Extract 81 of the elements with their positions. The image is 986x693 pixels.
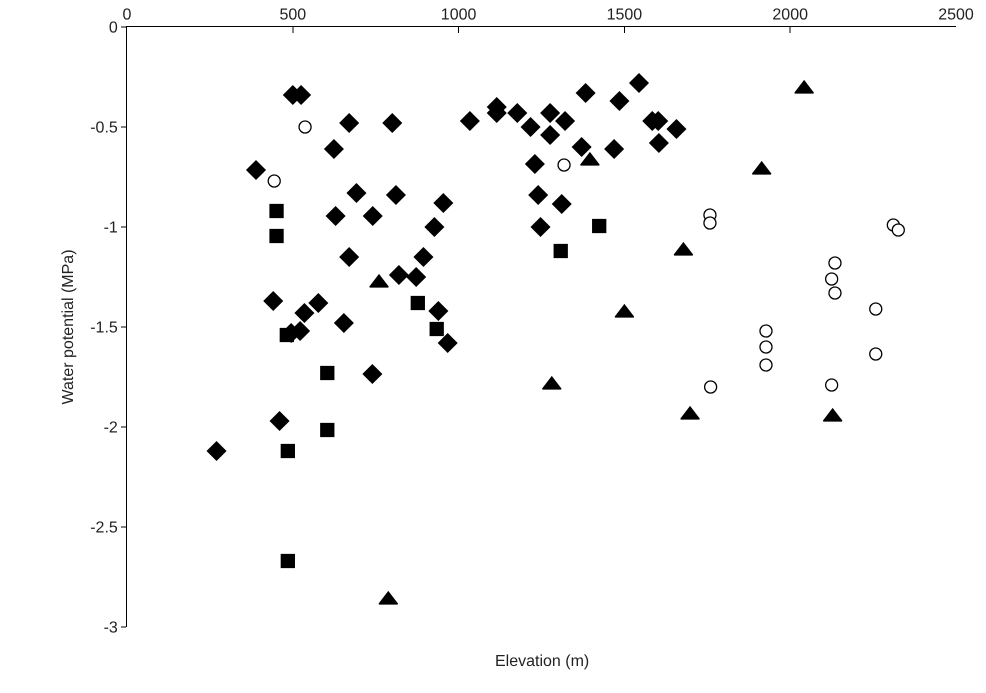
point [704,380,718,394]
point [362,206,382,226]
point [554,244,568,258]
point [430,322,444,336]
point [362,364,382,384]
point [339,247,359,267]
point [438,333,458,353]
point [280,444,295,458]
point [406,267,426,287]
point [759,358,773,372]
point [629,73,649,93]
point [828,256,842,270]
y-tick-label: 0 [108,20,118,37]
point [206,441,226,461]
x-tick-label: 1000 [440,6,476,24]
point [346,183,366,203]
point [269,204,284,218]
point [263,291,283,311]
point [869,302,882,316]
y-tick-label: -2.5 [90,520,118,537]
point [326,206,346,226]
x-tick-label: 0 [122,6,132,24]
point [414,247,434,267]
point [759,340,773,354]
point [294,303,314,323]
point [428,301,448,321]
point [649,133,669,153]
point [308,293,328,313]
point [576,83,596,103]
point [540,103,560,123]
x-tick-label: 2000 [772,6,808,24]
point [434,193,454,213]
x-tick-label: 2500 [938,6,974,24]
point [268,174,281,188]
x-axis-title: Elevation (m) [495,653,590,670]
point [759,324,773,338]
point [604,139,624,159]
point [320,366,334,380]
point [703,216,717,230]
y-tick-label: -1.5 [90,320,118,337]
y-tick-label: -3 [104,620,118,637]
point [555,111,575,131]
point [825,378,838,392]
point [552,194,572,214]
point [610,91,630,111]
x-tick-label: 500 [279,6,306,24]
point [334,313,354,333]
point [246,160,266,180]
point [825,272,838,286]
point [828,286,842,300]
point [530,217,550,237]
point [572,137,592,157]
point [280,328,294,342]
point [410,296,425,310]
point [386,185,406,205]
point [339,113,359,133]
point [520,117,540,137]
x-tick-label: 1500 [606,6,642,24]
point [525,154,545,174]
point [298,120,312,134]
point [270,411,290,431]
point [540,125,560,145]
y-axis-title: Water potential (MPa) [60,249,78,405]
point [389,265,409,285]
point [269,228,284,244]
y-tick-label: -2 [104,420,118,437]
point [592,218,606,234]
point [666,119,686,139]
point [324,139,344,159]
point [382,113,402,133]
point [320,422,334,438]
point [557,158,571,172]
point [508,103,528,123]
point [424,217,444,237]
y-tick-label: -1 [104,220,118,237]
point [528,185,548,205]
point [460,111,480,131]
point [892,223,905,237]
point [280,554,295,568]
y-tick-label: -0.5 [90,120,118,137]
point [869,347,882,361]
